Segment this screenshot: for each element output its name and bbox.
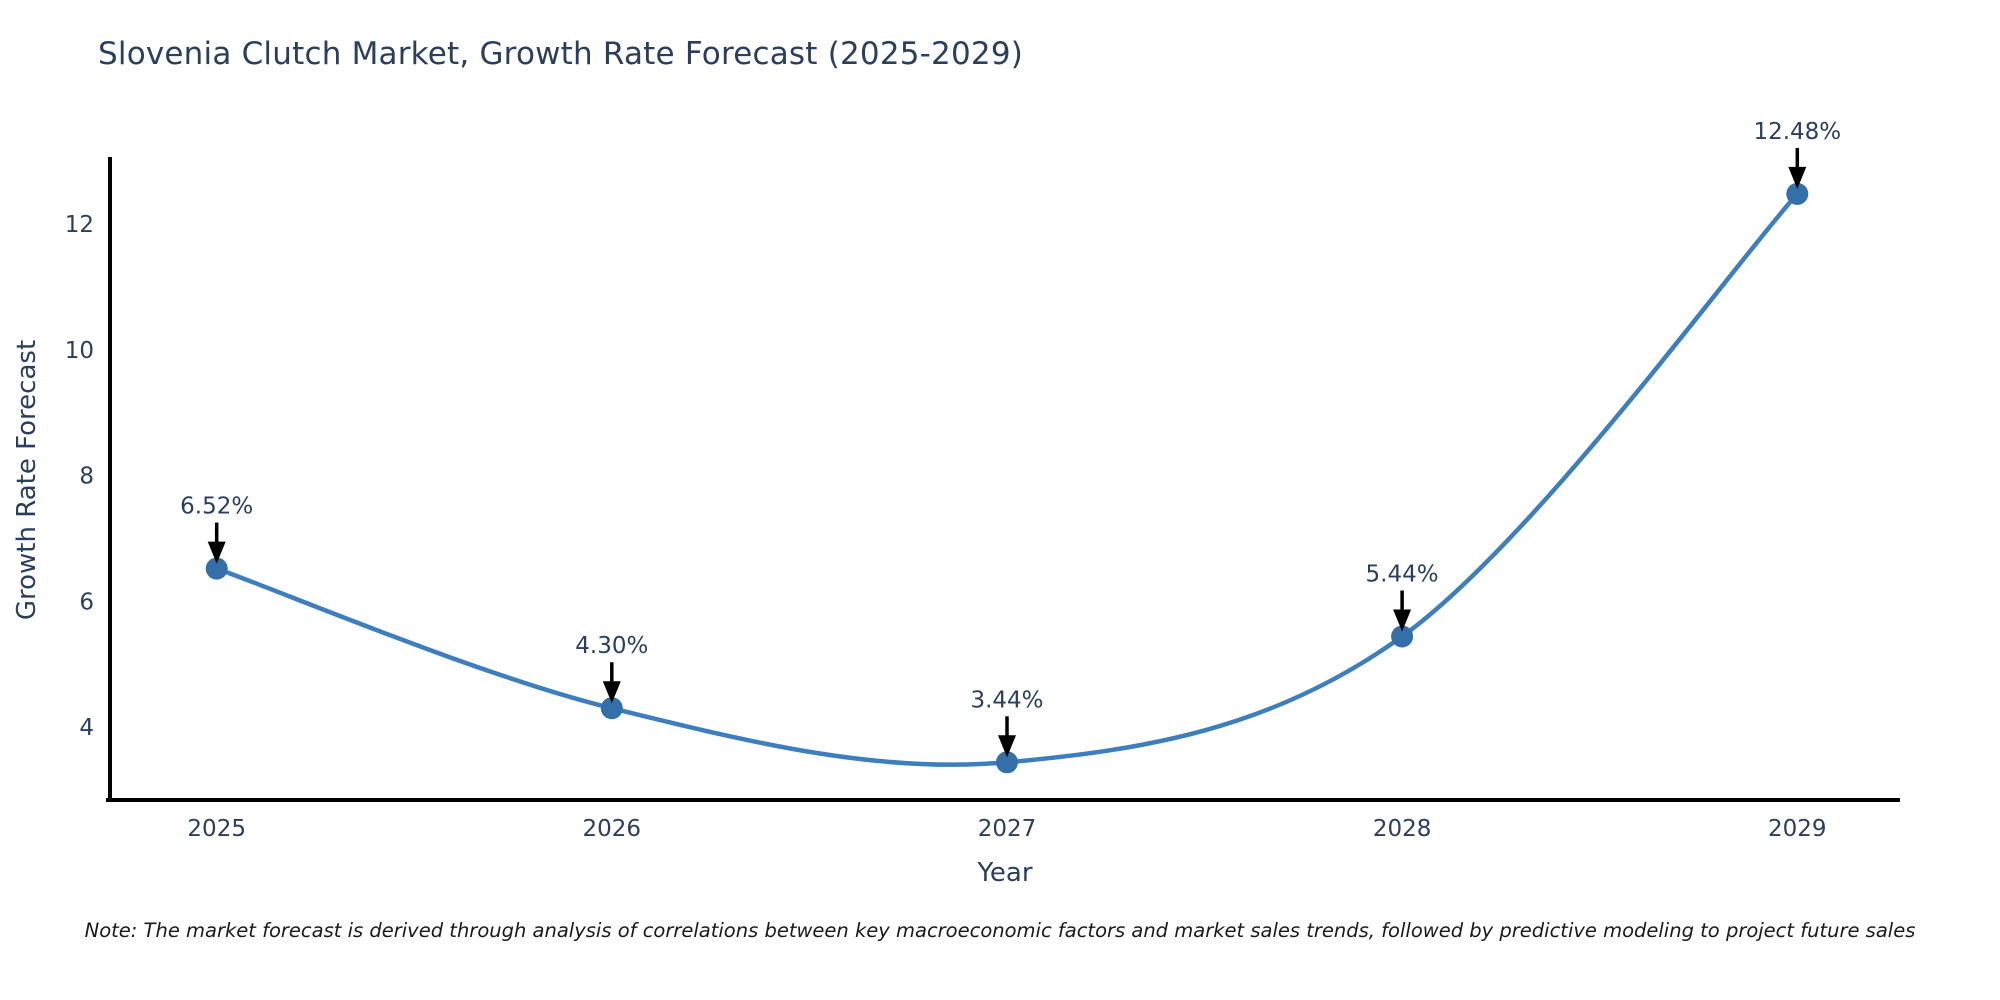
chart-title: Slovenia Clutch Market, Growth Rate Fore… <box>98 36 1024 72</box>
annotation-arrow-head <box>1788 166 1807 189</box>
x-axis-title: Year <box>977 858 1033 888</box>
data-point-label: 5.44% <box>1366 562 1439 588</box>
y-tick-label: 8 <box>79 464 94 490</box>
footnote: Note: The market forecast is derived thr… <box>84 919 1916 942</box>
y-tick-label: 4 <box>79 715 94 741</box>
annotation-arrow-head <box>1393 609 1412 632</box>
data-point-label: 12.48% <box>1753 119 1841 145</box>
data-point-marker <box>205 557 228 580</box>
forecast-line <box>214 191 1800 767</box>
x-tick-label: 2029 <box>1768 816 1827 842</box>
data-point-marker <box>1391 625 1414 648</box>
data-point-marker <box>600 697 623 720</box>
y-axis-title: Growth Rate Forecast <box>12 339 42 621</box>
annotation-arrow-head <box>998 735 1016 758</box>
annotation-arrow-head <box>602 681 621 704</box>
annotation-arrow-head <box>207 541 226 564</box>
y-tick-label: 10 <box>65 338 94 364</box>
data-point-marker <box>996 751 1018 774</box>
x-tick-label: 2026 <box>583 816 642 842</box>
x-tick-label: 2028 <box>1373 816 1432 842</box>
data-point-marker <box>1786 182 1809 205</box>
data-point-label: 6.52% <box>180 494 253 520</box>
y-tick-label: 6 <box>79 589 94 615</box>
x-tick-label: 2025 <box>187 816 246 842</box>
data-point-label: 4.30% <box>575 633 648 659</box>
data-point-label: 3.44% <box>970 687 1043 713</box>
x-tick-label: 2027 <box>978 816 1037 842</box>
y-tick-label: 12 <box>65 212 94 238</box>
